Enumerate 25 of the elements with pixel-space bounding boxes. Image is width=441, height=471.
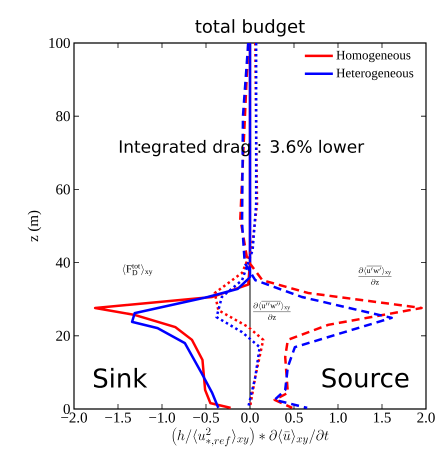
x-tick-label: 0.5 <box>285 412 303 423</box>
x-tick-label: −1.0 <box>149 412 175 423</box>
x-tick-label: 2.0 <box>417 412 435 423</box>
chart-title: total budget <box>195 19 305 36</box>
annotation: Source <box>322 368 408 388</box>
x-axis-title: $\left(h/\langle u^{2}_{*,ref}\rangle_{xy}\right)*\partial\langle\bar{u}\rangle_{xy}/\partial t$ <box>172 427 329 446</box>
annotation: $\frac{\partial\langle\overline{\mathrm{u''w''}}\rangle_{\mathrm{xy}}}{\partial \mathrm{z}}$ <box>253 301 291 320</box>
y-tick-label: 100 <box>49 38 70 48</box>
annotation: $\langle \mathrm{F}_{\mathrm{D}}^{\mathrm{tot}}\rangle_{\mathrm{xy}}$ <box>122 264 153 276</box>
annotation: Sink <box>94 368 148 388</box>
x-tick-label: 1.5 <box>374 412 391 423</box>
y-tick-label: 80 <box>56 111 70 122</box>
y-axis-title: z (m) <box>28 210 42 242</box>
x-tick-label: −2.0 <box>61 412 87 423</box>
y-tick-label: 20 <box>56 330 70 341</box>
y-tick-label: 60 <box>56 184 70 194</box>
x-tick-label: 1.0 <box>330 412 347 423</box>
y-tick-label: 0 <box>64 404 70 414</box>
x-tick-label: −1.5 <box>105 412 131 423</box>
y-tick-label: 40 <box>56 258 70 268</box>
annotation: $\frac{\partial\langle\overline{\mathrm{u'w'}}\rangle_{\mathrm{xy}}}{\partial \mathrm{z}}$ <box>358 266 392 285</box>
legend-label: Homogeneous <box>336 50 410 62</box>
x-tick-label: −0.5 <box>193 412 219 423</box>
x-tick-label: 0.0 <box>241 412 259 423</box>
legend-label: Heterogeneous <box>336 68 414 80</box>
